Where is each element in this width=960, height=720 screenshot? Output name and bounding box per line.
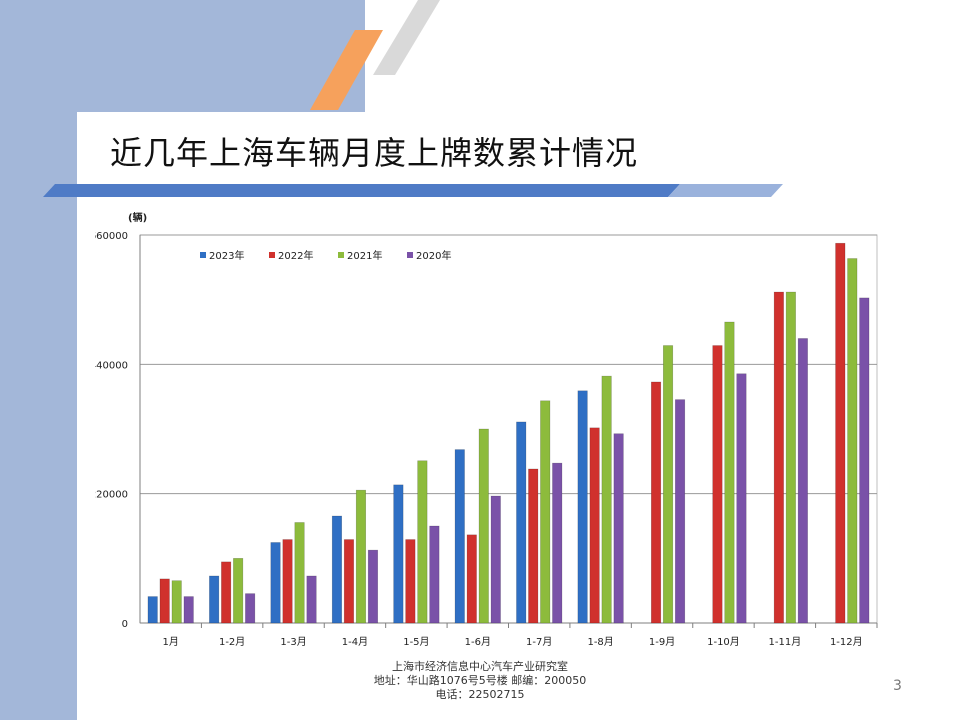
- legend-label: 2021年: [347, 249, 382, 262]
- legend-swatch: [200, 252, 206, 258]
- gray-stripe: [373, 0, 440, 75]
- title-underline-light: [668, 184, 783, 197]
- bar: [528, 468, 539, 624]
- legend-swatch: [338, 252, 344, 258]
- x-tick-label: 1-4月: [342, 636, 368, 648]
- title-underline-blue: [43, 184, 680, 197]
- legend-label: 2023年: [209, 249, 244, 262]
- x-tick-label: 1-2月: [219, 636, 245, 648]
- bar: [773, 291, 784, 624]
- y-tick-label: 0: [122, 619, 128, 630]
- bar: [797, 338, 808, 624]
- bar: [736, 373, 747, 624]
- bar: [859, 297, 870, 624]
- bar: [601, 375, 612, 624]
- footer-line-phone: 电话：22502715: [435, 688, 525, 701]
- y-tick-label: 660000: [95, 231, 128, 242]
- bar: [674, 399, 686, 624]
- bar: [516, 421, 527, 624]
- page-number: 3: [893, 678, 902, 694]
- bar: [662, 345, 674, 624]
- bar-chart: 0 220000 440000 660000(辆) 1月 1-2月 1-3月 1-4月 1-5月…: [90, 211, 878, 648]
- legend-label: 2020年: [416, 249, 451, 262]
- bar: [221, 561, 232, 624]
- bar: [367, 549, 379, 624]
- bar: [417, 460, 428, 624]
- bar: [835, 242, 846, 624]
- bar: [282, 539, 293, 624]
- x-tick-label: 1-10月: [707, 636, 740, 648]
- bar: [466, 534, 477, 624]
- bar: [233, 558, 244, 624]
- x-tick-label: 1-7月: [526, 636, 552, 648]
- bar: [650, 381, 662, 624]
- bar: [245, 593, 256, 624]
- legend-swatch: [407, 252, 413, 258]
- x-tick-label: 1-8月: [587, 636, 613, 648]
- bar: [183, 596, 194, 624]
- bar: [577, 390, 588, 624]
- title-area: [77, 112, 960, 184]
- x-tick-label: 1月: [163, 636, 179, 648]
- bar: [847, 258, 858, 624]
- x-tick-label: 1-3月: [280, 636, 306, 648]
- x-tick-label: 1-6月: [465, 636, 491, 648]
- orange-stripe: [310, 30, 383, 110]
- footer-line-address: 地址：华山路1076号5号楼 邮编：200050: [373, 674, 587, 687]
- x-tick-label: 1-9月: [649, 636, 675, 648]
- bar: [331, 515, 343, 624]
- bar: [270, 542, 281, 624]
- chart-container: 0 220000 440000 660000(辆) 1月 1-2月 1-3月 1-4月 1-5月…: [90, 205, 895, 660]
- top-decor-band: [0, 0, 365, 112]
- footer: 上海市经济信息中心汽车产业研究室 地址：华山路1076号5号楼 邮编：20005…: [300, 660, 660, 702]
- bar: [552, 462, 563, 624]
- bar: [785, 291, 796, 624]
- bar: [724, 321, 735, 624]
- bar: [405, 539, 416, 624]
- bar: [429, 525, 440, 624]
- x-tick-label: 1-12月: [830, 636, 863, 648]
- bar: [490, 495, 501, 624]
- left-decor-band: [0, 0, 77, 720]
- y-tick-label: 220000: [95, 490, 128, 501]
- y-tick-label: 440000: [95, 360, 128, 371]
- bar: [613, 433, 624, 624]
- x-tick-label: 1-11月: [769, 636, 802, 648]
- bar: [478, 428, 489, 624]
- bar: [393, 484, 404, 624]
- bar: [171, 580, 182, 624]
- bar: [712, 345, 723, 624]
- bar: [306, 575, 317, 624]
- bar: [294, 522, 305, 624]
- bar: [159, 578, 170, 624]
- plot-area-border: [139, 234, 878, 624]
- bar: [589, 427, 600, 624]
- bar: [343, 539, 355, 624]
- footer-line-org: 上海市经济信息中心汽车产业研究室: [392, 660, 568, 673]
- slide-title: 近几年上海车辆月度上牌数累计情况: [110, 134, 639, 172]
- y-unit-label: (辆): [128, 211, 147, 224]
- legend-swatch: [269, 252, 275, 258]
- bar: [147, 596, 158, 624]
- bar: [209, 575, 220, 624]
- bar: [540, 400, 551, 624]
- x-tick-label: 1-5月: [403, 636, 429, 648]
- legend-label: 2022年: [278, 249, 313, 262]
- bar: [355, 489, 367, 624]
- bar: [454, 449, 465, 624]
